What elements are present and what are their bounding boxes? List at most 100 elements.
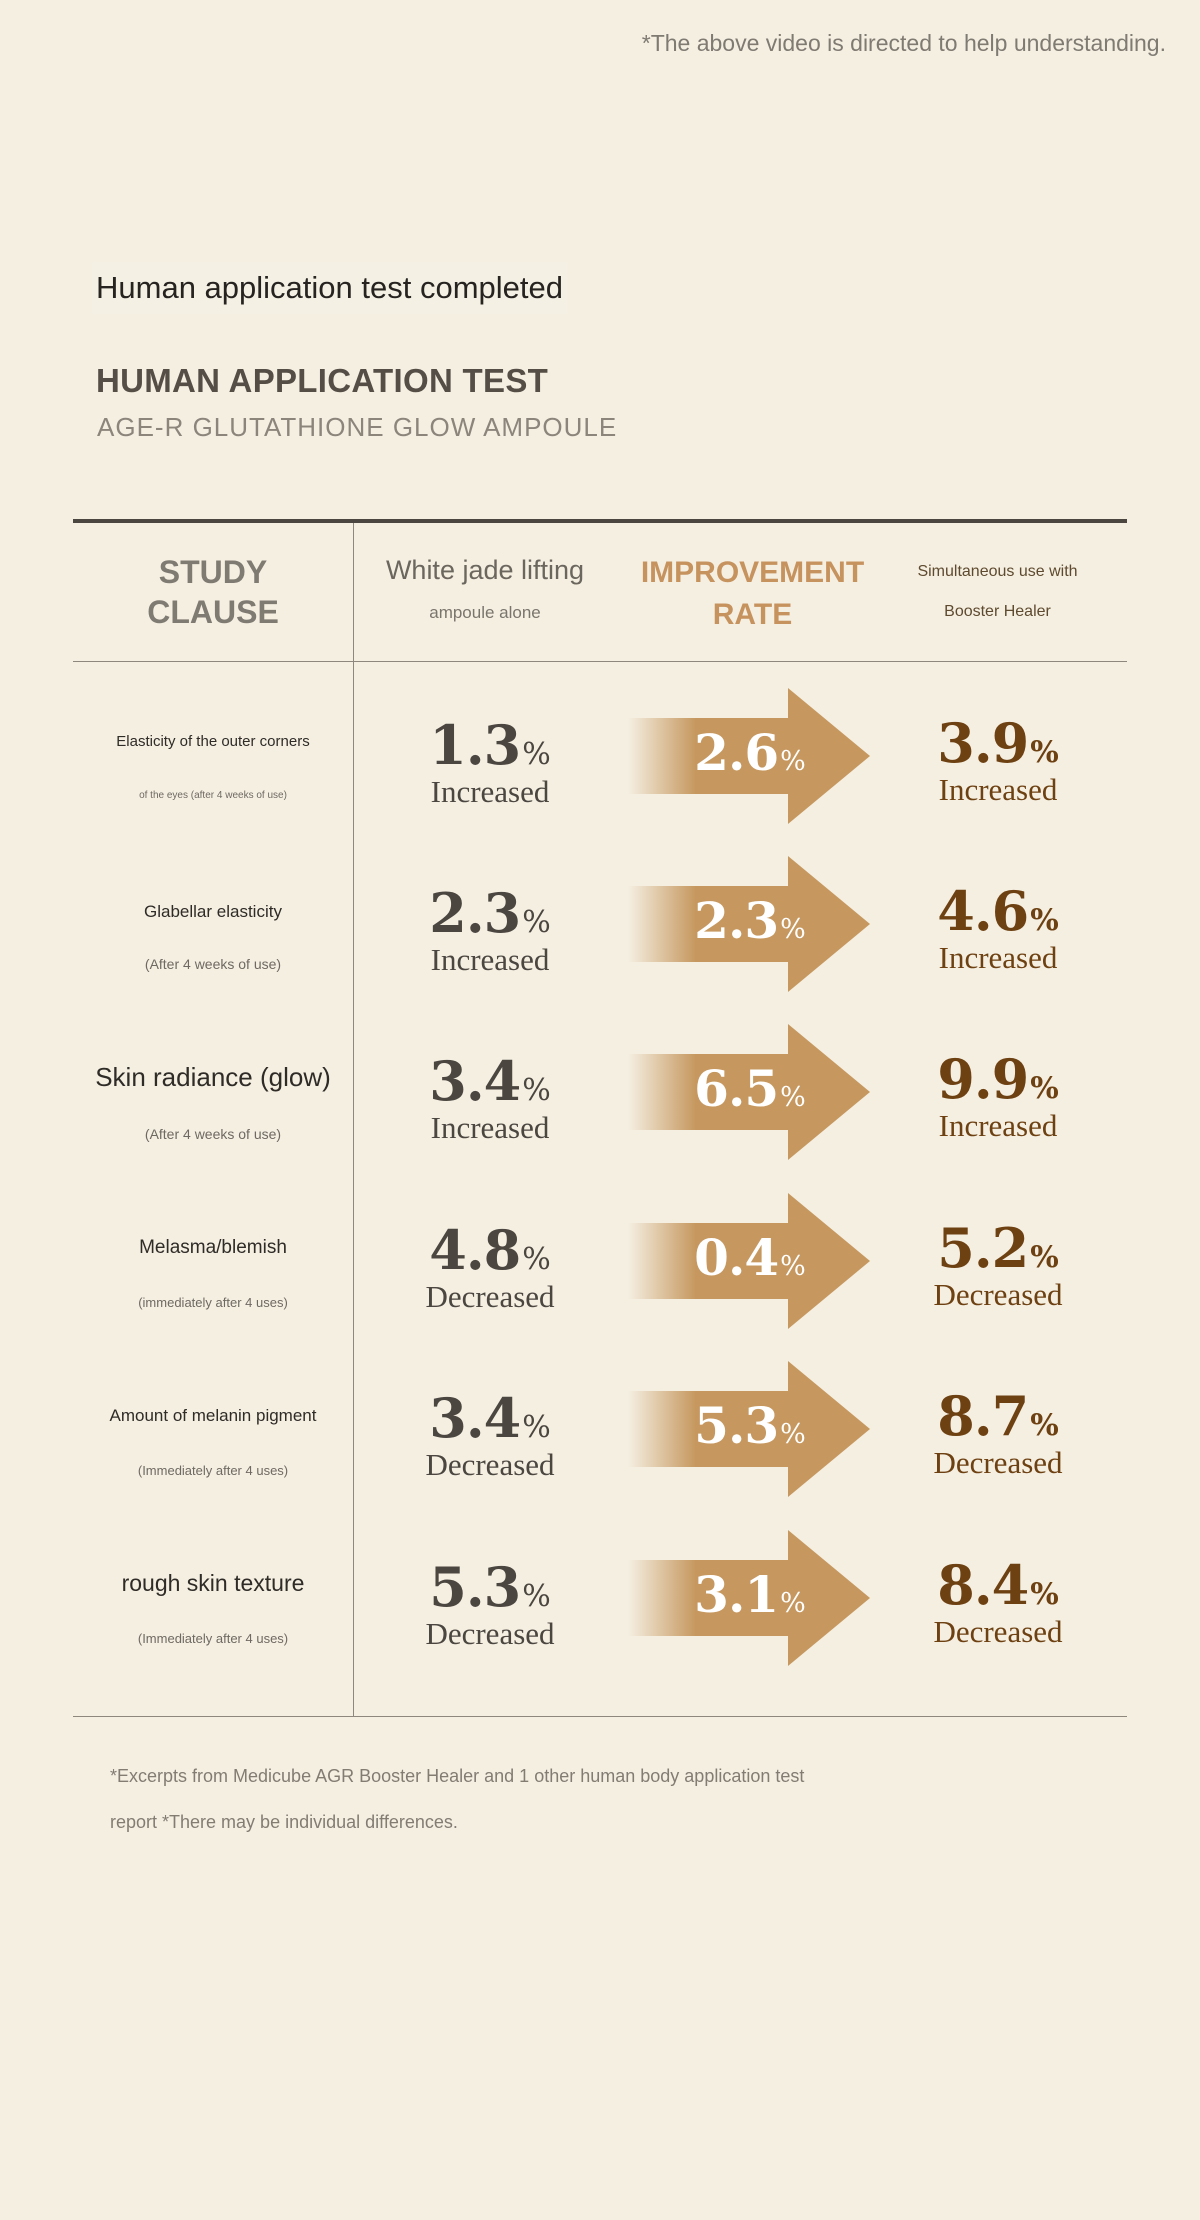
improvement-rate-result: 5.3% bbox=[680, 1395, 820, 1468]
simultaneous-use-result: 9.9% Increased bbox=[878, 1048, 1118, 1144]
ampoule-alone-result: 1.3% Increased bbox=[370, 714, 610, 810]
ampoule-alone-value: 4.8 bbox=[429, 1218, 521, 1282]
table-row: rough skin texture (Immediately after 4 … bbox=[0, 1530, 1200, 1698]
improvement-rate-result: 2.6% bbox=[680, 722, 820, 795]
simultaneous-use-result: 8.7% Decreased bbox=[878, 1385, 1118, 1481]
improvement-rate-value: 0.4 bbox=[694, 1228, 779, 1287]
product-name: AGE-R GLUTATHIONE GLOW AMPOULE bbox=[97, 412, 618, 442]
simultaneous-use-status: Increased bbox=[938, 940, 1058, 975]
improvement-rate-value: 6.5 bbox=[694, 1059, 779, 1118]
ampoule-alone-result: 4.8% Decreased bbox=[370, 1219, 610, 1315]
header-study-clause-line2: CLAUSE bbox=[147, 594, 279, 630]
simultaneous-use-value: 5.2 bbox=[937, 1216, 1029, 1280]
improvement-rate-result: 2.3% bbox=[680, 890, 820, 963]
header-study-clause: STUDY CLAUSE bbox=[73, 552, 353, 632]
study-clause-condition: (After 4 weeks of use) bbox=[144, 1126, 282, 1142]
header-improvement-rate-line2: RATE bbox=[712, 598, 793, 631]
study-clause: Glabellar elasticity bbox=[144, 902, 282, 921]
simultaneous-use-status: Decreased bbox=[933, 1445, 1063, 1480]
table-row: Melasma/blemish (immediately after 4 use… bbox=[0, 1193, 1200, 1361]
percent-sign: % bbox=[780, 1082, 806, 1113]
simultaneous-use-status: Increased bbox=[938, 1108, 1058, 1143]
header-improvement-rate-line1: IMPROVEMENT bbox=[640, 556, 865, 589]
table-top-rule bbox=[73, 519, 1127, 523]
improvement-rate-value: 3.1 bbox=[694, 1565, 779, 1624]
right-arrow-icon bbox=[628, 1193, 870, 1329]
simultaneous-use-status: Decreased bbox=[933, 1614, 1063, 1649]
ampoule-alone-result: 5.3% Decreased bbox=[370, 1556, 610, 1652]
ampoule-alone-value: 3.4 bbox=[429, 1386, 521, 1450]
percent-sign: % bbox=[1030, 1240, 1059, 1275]
table-row: Skin radiance (glow) (After 4 weeks of u… bbox=[0, 1024, 1200, 1192]
simultaneous-use-result: 3.9% Increased bbox=[878, 712, 1118, 808]
ampoule-alone-status: Increased bbox=[430, 942, 550, 977]
study-clause-condition: (Immediately after 4 uses) bbox=[137, 1631, 289, 1646]
ampoule-alone-status: Increased bbox=[430, 1110, 550, 1145]
ampoule-alone-value: 5.3 bbox=[429, 1555, 521, 1619]
table-bottom-rule bbox=[73, 1716, 1127, 1717]
header-ampoule-alone-title: White jade lifting bbox=[385, 555, 585, 585]
footnote-line1: *Excerpts from Medicube AGR Booster Heal… bbox=[110, 1766, 805, 1786]
simultaneous-use-value: 4.6 bbox=[937, 879, 1029, 943]
header-simultaneous-use: Simultaneous use with bbox=[917, 563, 1078, 580]
percent-sign: % bbox=[522, 1410, 551, 1445]
table-column-divider bbox=[353, 523, 354, 1717]
percent-sign: % bbox=[1030, 1408, 1059, 1443]
improvement-rate-value: 2.6 bbox=[694, 723, 779, 782]
header-improvement-rate: IMPROVEMENT RATE bbox=[620, 552, 885, 636]
ampoule-alone-result: 2.3% Increased bbox=[370, 882, 610, 978]
simultaneous-use-status: Decreased bbox=[933, 1277, 1063, 1312]
improvement-rate-result: 3.1% bbox=[680, 1564, 820, 1637]
simultaneous-use-status: Increased bbox=[938, 772, 1058, 807]
ampoule-alone-result: 3.4% Decreased bbox=[370, 1387, 610, 1483]
percent-sign: % bbox=[522, 1579, 551, 1614]
right-arrow-icon bbox=[628, 856, 870, 992]
table-row: Elasticity of the outer corners of the e… bbox=[0, 688, 1200, 856]
percent-sign: % bbox=[522, 1242, 551, 1277]
study-clause: Amount of melanin pigment bbox=[109, 1406, 317, 1425]
simultaneous-use-result: 4.6% Increased bbox=[878, 880, 1118, 976]
improvement-rate-value: 5.3 bbox=[694, 1396, 779, 1455]
right-arrow-icon bbox=[628, 1024, 870, 1160]
table-row: Amount of melanin pigment (Immediately a… bbox=[0, 1361, 1200, 1529]
study-clause-condition: (Immediately after 4 uses) bbox=[137, 1463, 289, 1478]
study-clause-condition: (immediately after 4 uses) bbox=[138, 1295, 288, 1310]
right-arrow-icon bbox=[628, 688, 870, 824]
percent-sign: % bbox=[780, 1588, 806, 1619]
improvement-rate-result: 6.5% bbox=[680, 1058, 820, 1131]
improvement-rate-value: 2.3 bbox=[694, 891, 779, 950]
study-clause: Elasticity of the outer corners bbox=[116, 733, 310, 750]
ampoule-alone-status: Decreased bbox=[425, 1279, 555, 1314]
simultaneous-use-value: 9.9 bbox=[937, 1047, 1029, 1111]
study-clause: Melasma/blemish bbox=[139, 1237, 287, 1258]
table-header-rule bbox=[73, 661, 1127, 662]
table-row: Glabellar elasticity (After 4 weeks of u… bbox=[0, 856, 1200, 1024]
ampoule-alone-status: Increased bbox=[430, 774, 550, 809]
ampoule-alone-status: Decreased bbox=[425, 1447, 555, 1482]
right-arrow-icon bbox=[628, 1361, 870, 1497]
simultaneous-use-value: 3.9 bbox=[937, 711, 1029, 775]
ampoule-alone-status: Decreased bbox=[425, 1616, 555, 1651]
study-clause-condition: (After 4 weeks of use) bbox=[144, 956, 282, 972]
percent-sign: % bbox=[780, 746, 806, 777]
test-completed-badge: Human application test completed bbox=[92, 262, 567, 314]
percent-sign: % bbox=[522, 737, 551, 772]
percent-sign: % bbox=[780, 1251, 806, 1282]
percent-sign: % bbox=[522, 905, 551, 940]
study-clause-condition: of the eyes (after 4 weeks of use) bbox=[139, 790, 287, 801]
right-arrow-icon bbox=[628, 1530, 870, 1666]
percent-sign: % bbox=[780, 914, 806, 945]
simultaneous-use-result: 5.2% Decreased bbox=[878, 1217, 1118, 1313]
study-clause: Skin radiance (glow) bbox=[95, 1062, 331, 1092]
study-clause: rough skin texture bbox=[121, 1570, 305, 1596]
percent-sign: % bbox=[1030, 1071, 1059, 1106]
percent-sign: % bbox=[1030, 903, 1059, 938]
improvement-rate-result: 0.4% bbox=[680, 1227, 820, 1300]
percent-sign: % bbox=[522, 1073, 551, 1108]
percent-sign: % bbox=[780, 1419, 806, 1450]
header-ampoule-alone-sub: ampoule alone bbox=[429, 603, 541, 622]
percent-sign: % bbox=[1030, 735, 1059, 770]
ampoule-alone-value: 1.3 bbox=[429, 713, 521, 777]
simultaneous-use-value: 8.7 bbox=[937, 1384, 1029, 1448]
test-title: HUMAN APPLICATION TEST bbox=[96, 362, 549, 399]
